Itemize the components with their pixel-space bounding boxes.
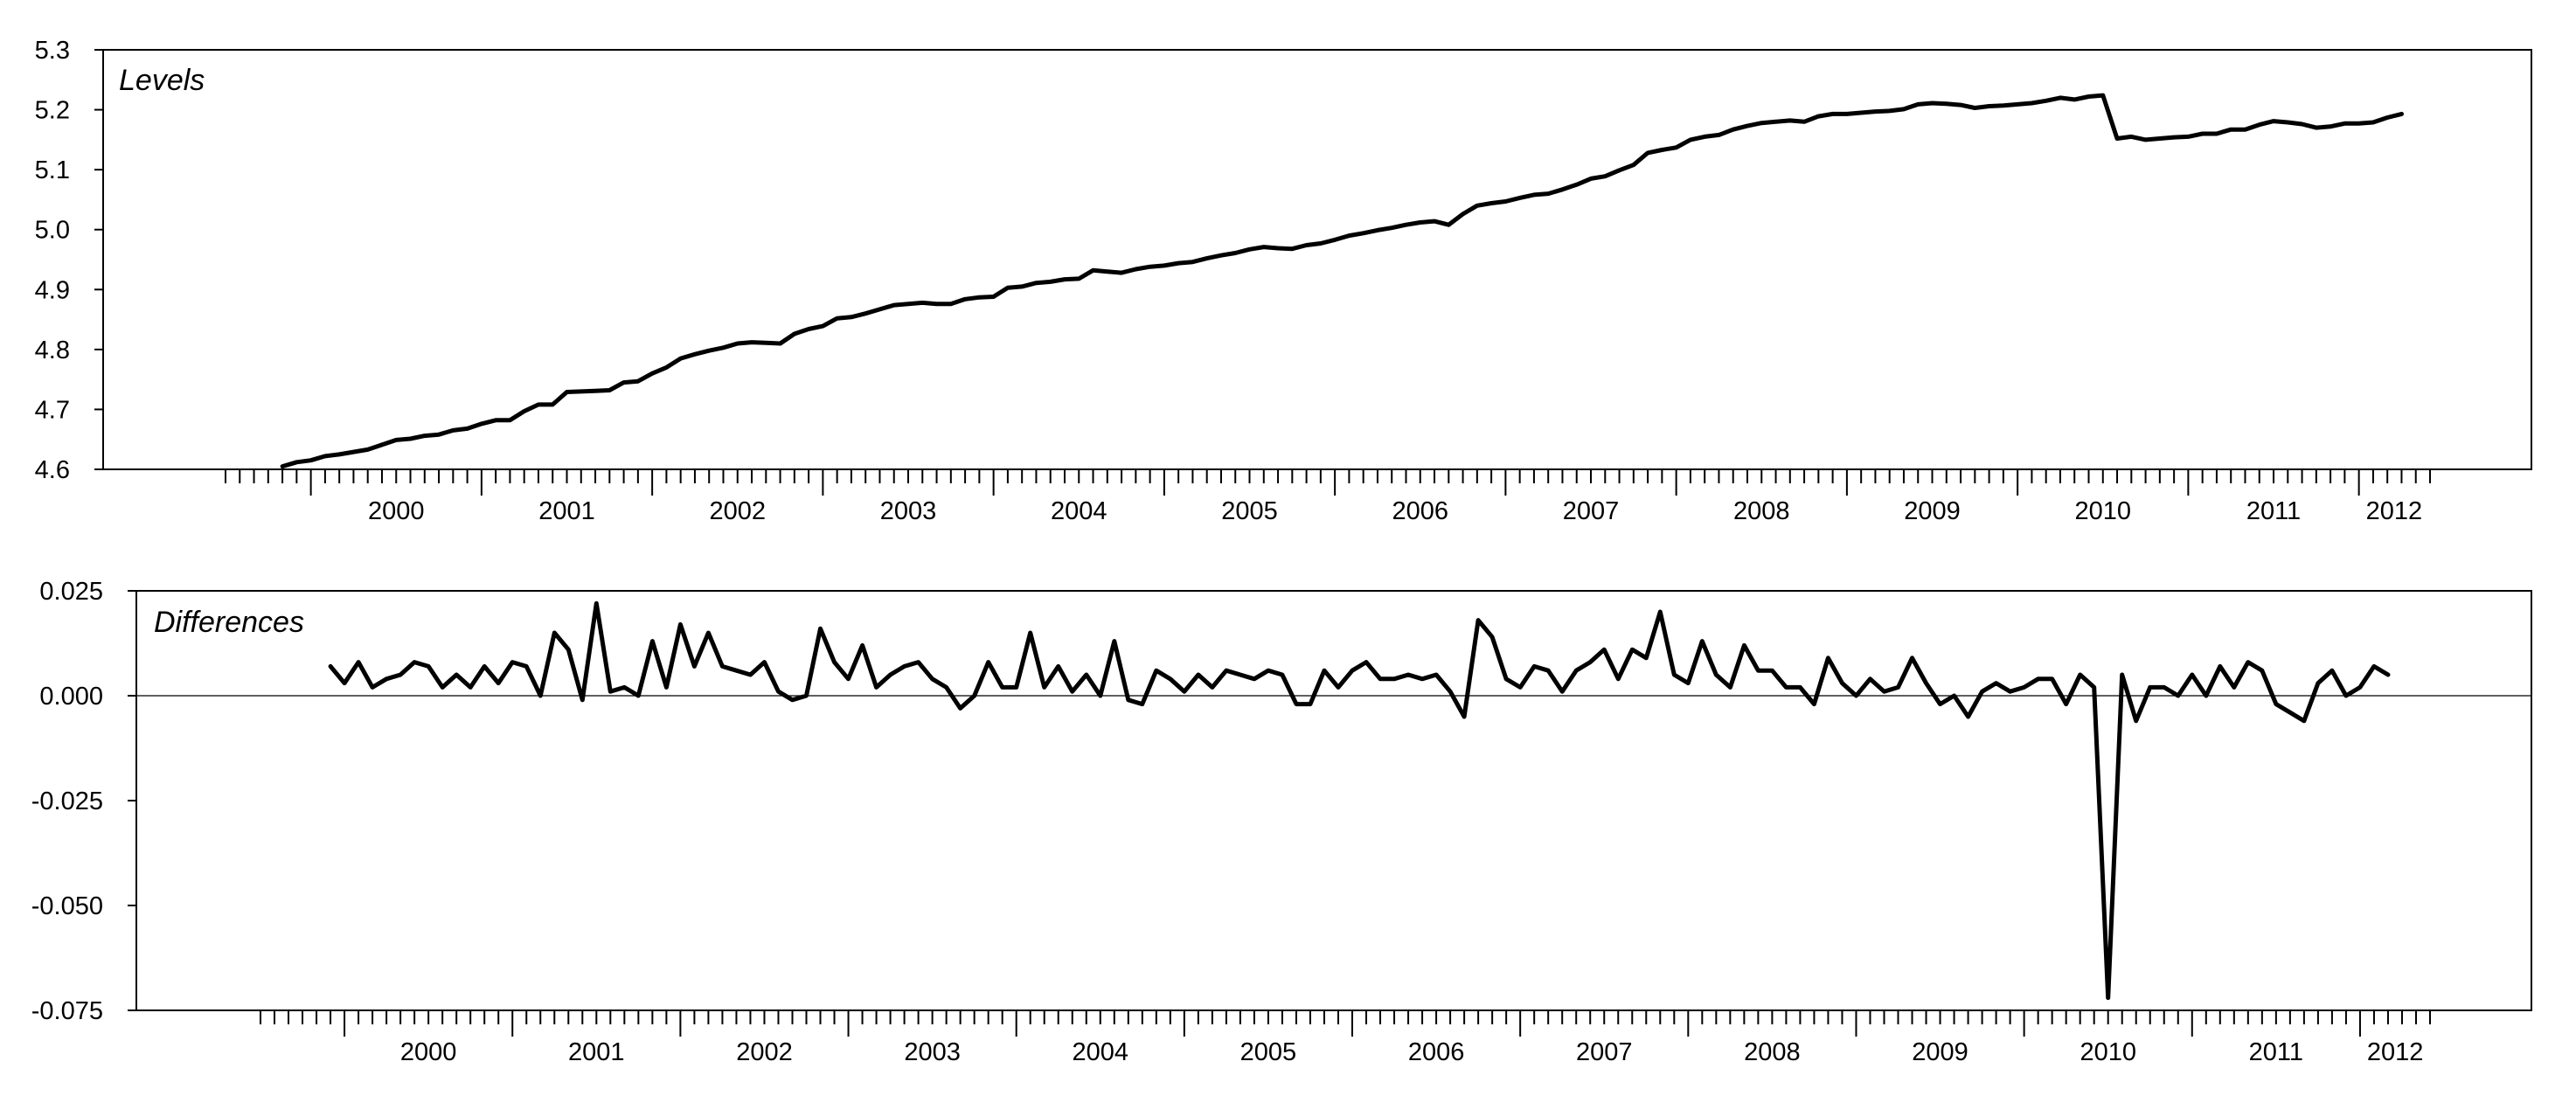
levels-y-tick-label: 4.6 <box>35 456 70 484</box>
levels-x-tick-label-2000: 2000 <box>368 497 425 525</box>
differences-y-tick-label: -0.075 <box>31 997 103 1025</box>
levels-x-tick-label-2005: 2005 <box>1221 497 1278 525</box>
differences-y-tick-label: 0.000 <box>39 683 103 711</box>
levels-x-tick-label-2004: 2004 <box>1051 497 1107 525</box>
differences-x-tick-label-2011: 2011 <box>2249 1038 2303 1066</box>
differences-x-tick-label-2001: 2001 <box>568 1038 625 1066</box>
levels-y-tick-label: 4.9 <box>35 276 70 304</box>
differences-y-tick-label: -0.050 <box>31 892 103 920</box>
differences-plot-frame <box>135 590 2532 1011</box>
differences-x-tick-label-2006: 2006 <box>1408 1038 1465 1066</box>
differences-panel-title: Differences <box>154 606 304 639</box>
differences-x-tick-label-2009: 2009 <box>1912 1038 1968 1066</box>
differences-x-tick-label-2012: 2012 <box>2367 1038 2424 1066</box>
differences-x-tick-label-2005: 2005 <box>1240 1038 1297 1066</box>
levels-x-tick-label-2010: 2010 <box>2075 497 2132 525</box>
differences-y-tick-label: 0.025 <box>39 578 103 606</box>
levels-x-tick-label-2006: 2006 <box>1392 497 1449 525</box>
differences-x-tick-label-2008: 2008 <box>1744 1038 1801 1066</box>
differences-panel: Differences 0.025 0.000 -0.025 -0.050 -0.075… <box>31 578 2532 1066</box>
levels-panel-title: Levels <box>119 64 205 97</box>
levels-x-tick-label-2008: 2008 <box>1733 497 1790 525</box>
levels-series-line <box>280 93 2404 469</box>
differences-x-tick-label-2004: 2004 <box>1073 1038 1129 1066</box>
differences-y-tick-label: -0.025 <box>31 787 103 815</box>
levels-y-tick-label: 4.7 <box>35 396 70 424</box>
levels-y-tick-label: 5.2 <box>35 97 70 125</box>
levels-x-tick-label-2012: 2012 <box>2366 497 2423 525</box>
differences-series-line <box>328 600 2391 1001</box>
differences-x-tick-label-2000: 2000 <box>400 1038 457 1066</box>
levels-plot-frame <box>102 49 2532 470</box>
levels-y-tick-label: 4.8 <box>35 336 70 364</box>
levels-y-tick-label: 5.3 <box>35 37 70 65</box>
differences-x-tick-label-2007: 2007 <box>1576 1038 1633 1066</box>
differences-x-tick-label-2003: 2003 <box>904 1038 961 1066</box>
levels-panel: Levels 4.6 4.7 4.8 4.9 5.0 5.1 5.2 5.3 2000 2001 2… <box>35 37 2532 525</box>
levels-x-tick-label-2003: 2003 <box>880 497 937 525</box>
levels-x-tick-label-2009: 2009 <box>1904 497 1961 525</box>
levels-x-tick-label-2002: 2002 <box>709 497 766 525</box>
levels-y-tick-label: 5.1 <box>35 156 70 184</box>
levels-x-tick-label-2001: 2001 <box>538 497 595 525</box>
differences-x-tick-label-2002: 2002 <box>736 1038 793 1066</box>
levels-y-tick-label: 5.0 <box>35 217 70 245</box>
differences-x-tick-label-2010: 2010 <box>2080 1038 2136 1066</box>
levels-x-tick-label-2011: 2011 <box>2246 497 2301 525</box>
levels-x-tick-label-2007: 2007 <box>1563 497 1620 525</box>
